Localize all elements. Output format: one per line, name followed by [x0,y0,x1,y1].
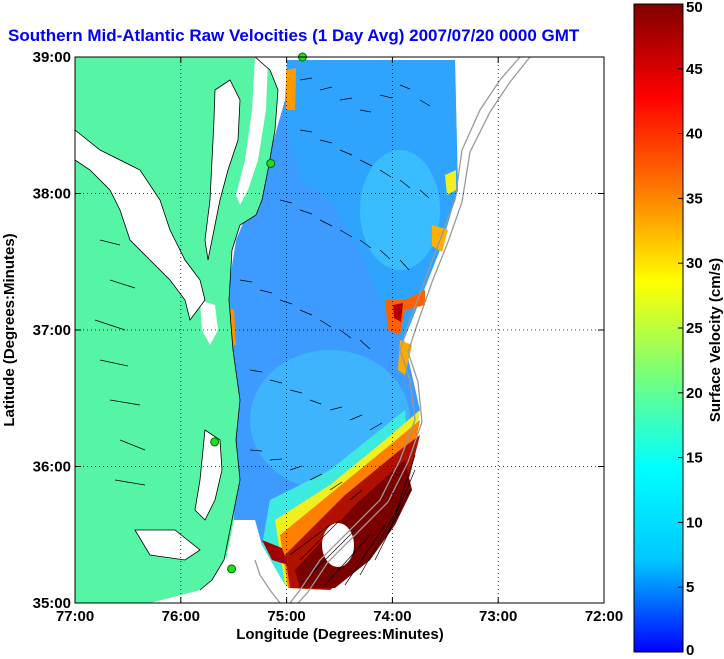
x-tick-label: 73:00 [479,608,517,625]
colorbar-tick-label: 35 [686,190,703,207]
y-tick-label: 35:00 [33,595,71,612]
colorbar-gradient [633,3,684,653]
colorbar-ticks: 0 5 10 15 20 25 30 35 40 45 50 [678,0,703,659]
station-marker [210,437,220,447]
bathymetry-contours [254,57,531,603]
station-marker [227,564,237,574]
colorbar-label: Surface Velocity (cm/s) [707,258,724,422]
x-axis: 77:00 76:00 75:00 74:00 73:00 72:00 [56,57,623,625]
x-tick-label: 72:00 [585,608,623,625]
y-tick-label: 38:00 [33,186,71,203]
colorbar: 0 5 10 15 20 25 30 35 40 45 50 Surface Velocity (c… [633,0,724,659]
y-tick-label: 39:00 [33,49,71,66]
x-tick-label: 74:00 [373,608,411,625]
colorbar-tick-label: 50 [686,0,703,16]
colorbar-tick-label: 0 [686,642,694,659]
colorbar-tick-label: 40 [686,126,703,143]
velocity-field [220,60,458,590]
chart-title: Southern Mid-Atlantic Raw Velocities (1 … [8,26,580,45]
station-marker [266,158,276,168]
y-tick-label: 37:00 [33,322,71,339]
colorbar-tick-label: 20 [686,385,703,402]
x-tick-label: 76:00 [162,608,200,625]
plot-area [74,52,605,604]
colorbar-tick-label: 5 [686,579,694,596]
colorbar-tick-label: 15 [686,450,703,467]
colorbar-tick-label: 10 [686,514,703,531]
colorbar-tick-label: 45 [686,61,703,78]
x-axis-label: Longitude (Degrees:Minutes) [236,626,444,643]
y-axis-label: Latitude (Degrees:Minutes) [1,233,18,426]
grid [75,57,604,603]
coastlines [75,57,279,591]
y-axis: 35:00 36:00 37:00 38:00 39:00 [33,49,604,612]
y-tick-label: 36:00 [33,459,71,476]
colorbar-tick-label: 30 [686,255,703,272]
colorbar-tick-label: 25 [686,320,703,337]
x-tick-label: 75:00 [267,608,305,625]
x-tick-label: 77:00 [56,608,94,625]
